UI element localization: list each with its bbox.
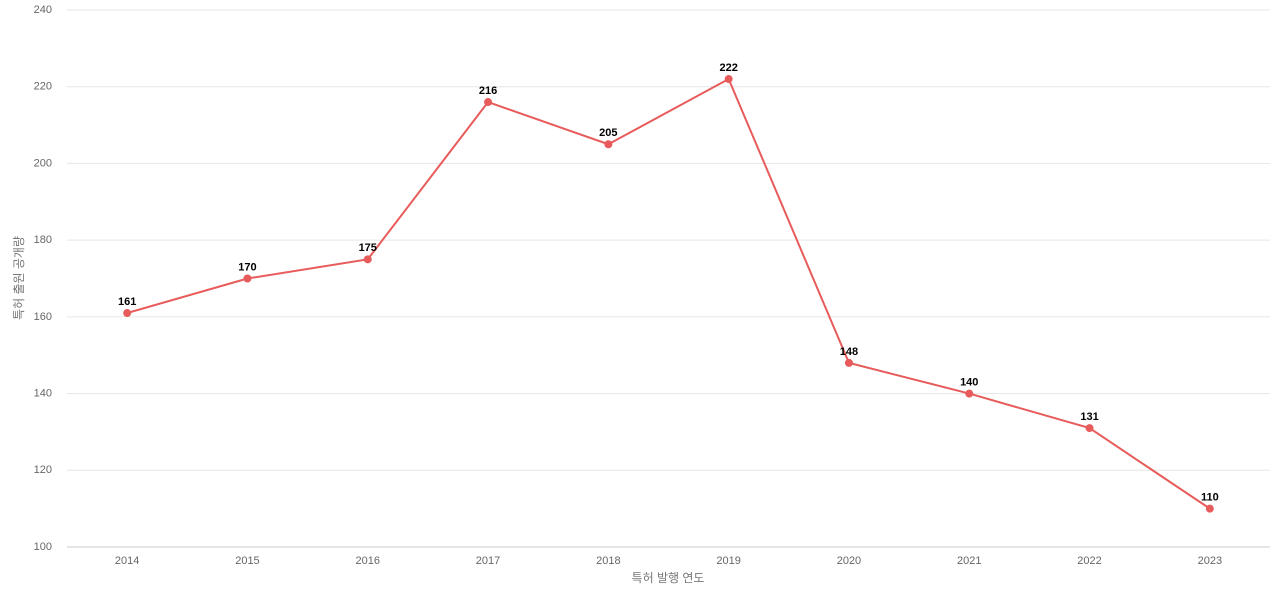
x-tick-label: 2022 [1077, 555, 1101, 567]
x-tick-label: 2017 [476, 555, 500, 567]
x-tick-label: 2015 [235, 555, 259, 567]
point [965, 389, 974, 398]
x-tick-label: 2014 [115, 555, 139, 567]
value-label: 131 [1080, 411, 1098, 423]
y-tick-label: 160 [34, 311, 52, 323]
x-tick-label: 2021 [957, 555, 981, 567]
value-label: 161 [118, 296, 136, 308]
value-label: 170 [238, 261, 256, 273]
y-tick-label: 220 [34, 81, 52, 93]
y-tick-label: 200 [34, 157, 52, 169]
y-tick-label: 240 [34, 4, 52, 16]
x-axis-title: 특허 발행 연도 [632, 570, 705, 585]
x-tick-label: 2016 [356, 555, 380, 567]
value-label: 216 [479, 85, 497, 97]
point [724, 75, 733, 84]
value-label: 205 [599, 127, 617, 139]
point [604, 140, 613, 149]
y-tick-label: 100 [34, 541, 52, 553]
y-tick-label: 140 [34, 387, 52, 399]
point [1085, 424, 1094, 433]
x-tick-label: 2020 [837, 555, 861, 567]
point [484, 98, 493, 107]
point [243, 274, 252, 283]
value-label: 110 [1201, 492, 1219, 504]
x-tick-label: 2023 [1198, 555, 1222, 567]
value-label: 222 [719, 62, 737, 74]
point [363, 255, 372, 264]
value-label: 140 [960, 376, 978, 388]
y-tick-label: 120 [34, 464, 52, 476]
x-tick-label: 2019 [716, 555, 740, 567]
x-tick-label: 2018 [596, 555, 620, 567]
line [126, 77, 1211, 510]
y-tick-label: 180 [34, 234, 52, 246]
point [123, 309, 132, 318]
value-label: 175 [359, 242, 377, 254]
y-axis-title: 특허 출원 공개량 [12, 236, 26, 320]
point [844, 358, 853, 367]
point [1205, 504, 1214, 513]
value-label: 148 [840, 346, 858, 358]
